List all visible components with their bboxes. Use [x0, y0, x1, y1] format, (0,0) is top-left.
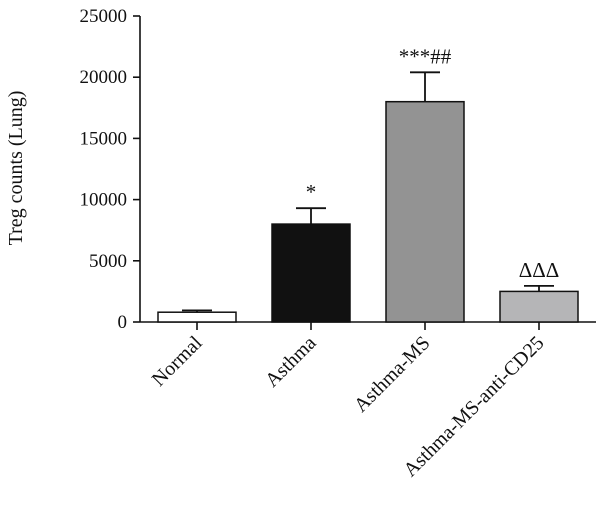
bar-asthma	[271, 223, 351, 323]
significance-label: ΔΔΔ	[519, 258, 560, 282]
y-axis-title: Treg counts (Lung)	[5, 91, 27, 246]
x-tick-label: Asthma-MS	[350, 332, 435, 417]
bars: * ***## ΔΔΔ	[157, 44, 579, 323]
y-tick-label: 10000	[80, 190, 128, 211]
y-ticks: 0 5000 10000 15000 20000 25000	[80, 6, 140, 333]
x-tick-label: Asthma	[261, 332, 321, 392]
y-tick-label: 5000	[89, 251, 127, 272]
y-tick-label: 15000	[80, 128, 128, 149]
y-tick-label: 25000	[80, 6, 128, 27]
significance-label: ***##	[399, 44, 452, 68]
bar-asthma-ms	[385, 100, 465, 323]
bar-normal	[157, 311, 237, 323]
y-tick-label: 0	[118, 312, 128, 333]
x-tick-label: Normal	[148, 332, 207, 391]
significance-label: *	[306, 180, 317, 204]
bar-asthma-ms-anti-cd25	[499, 290, 579, 323]
y-tick-label: 20000	[80, 67, 128, 88]
